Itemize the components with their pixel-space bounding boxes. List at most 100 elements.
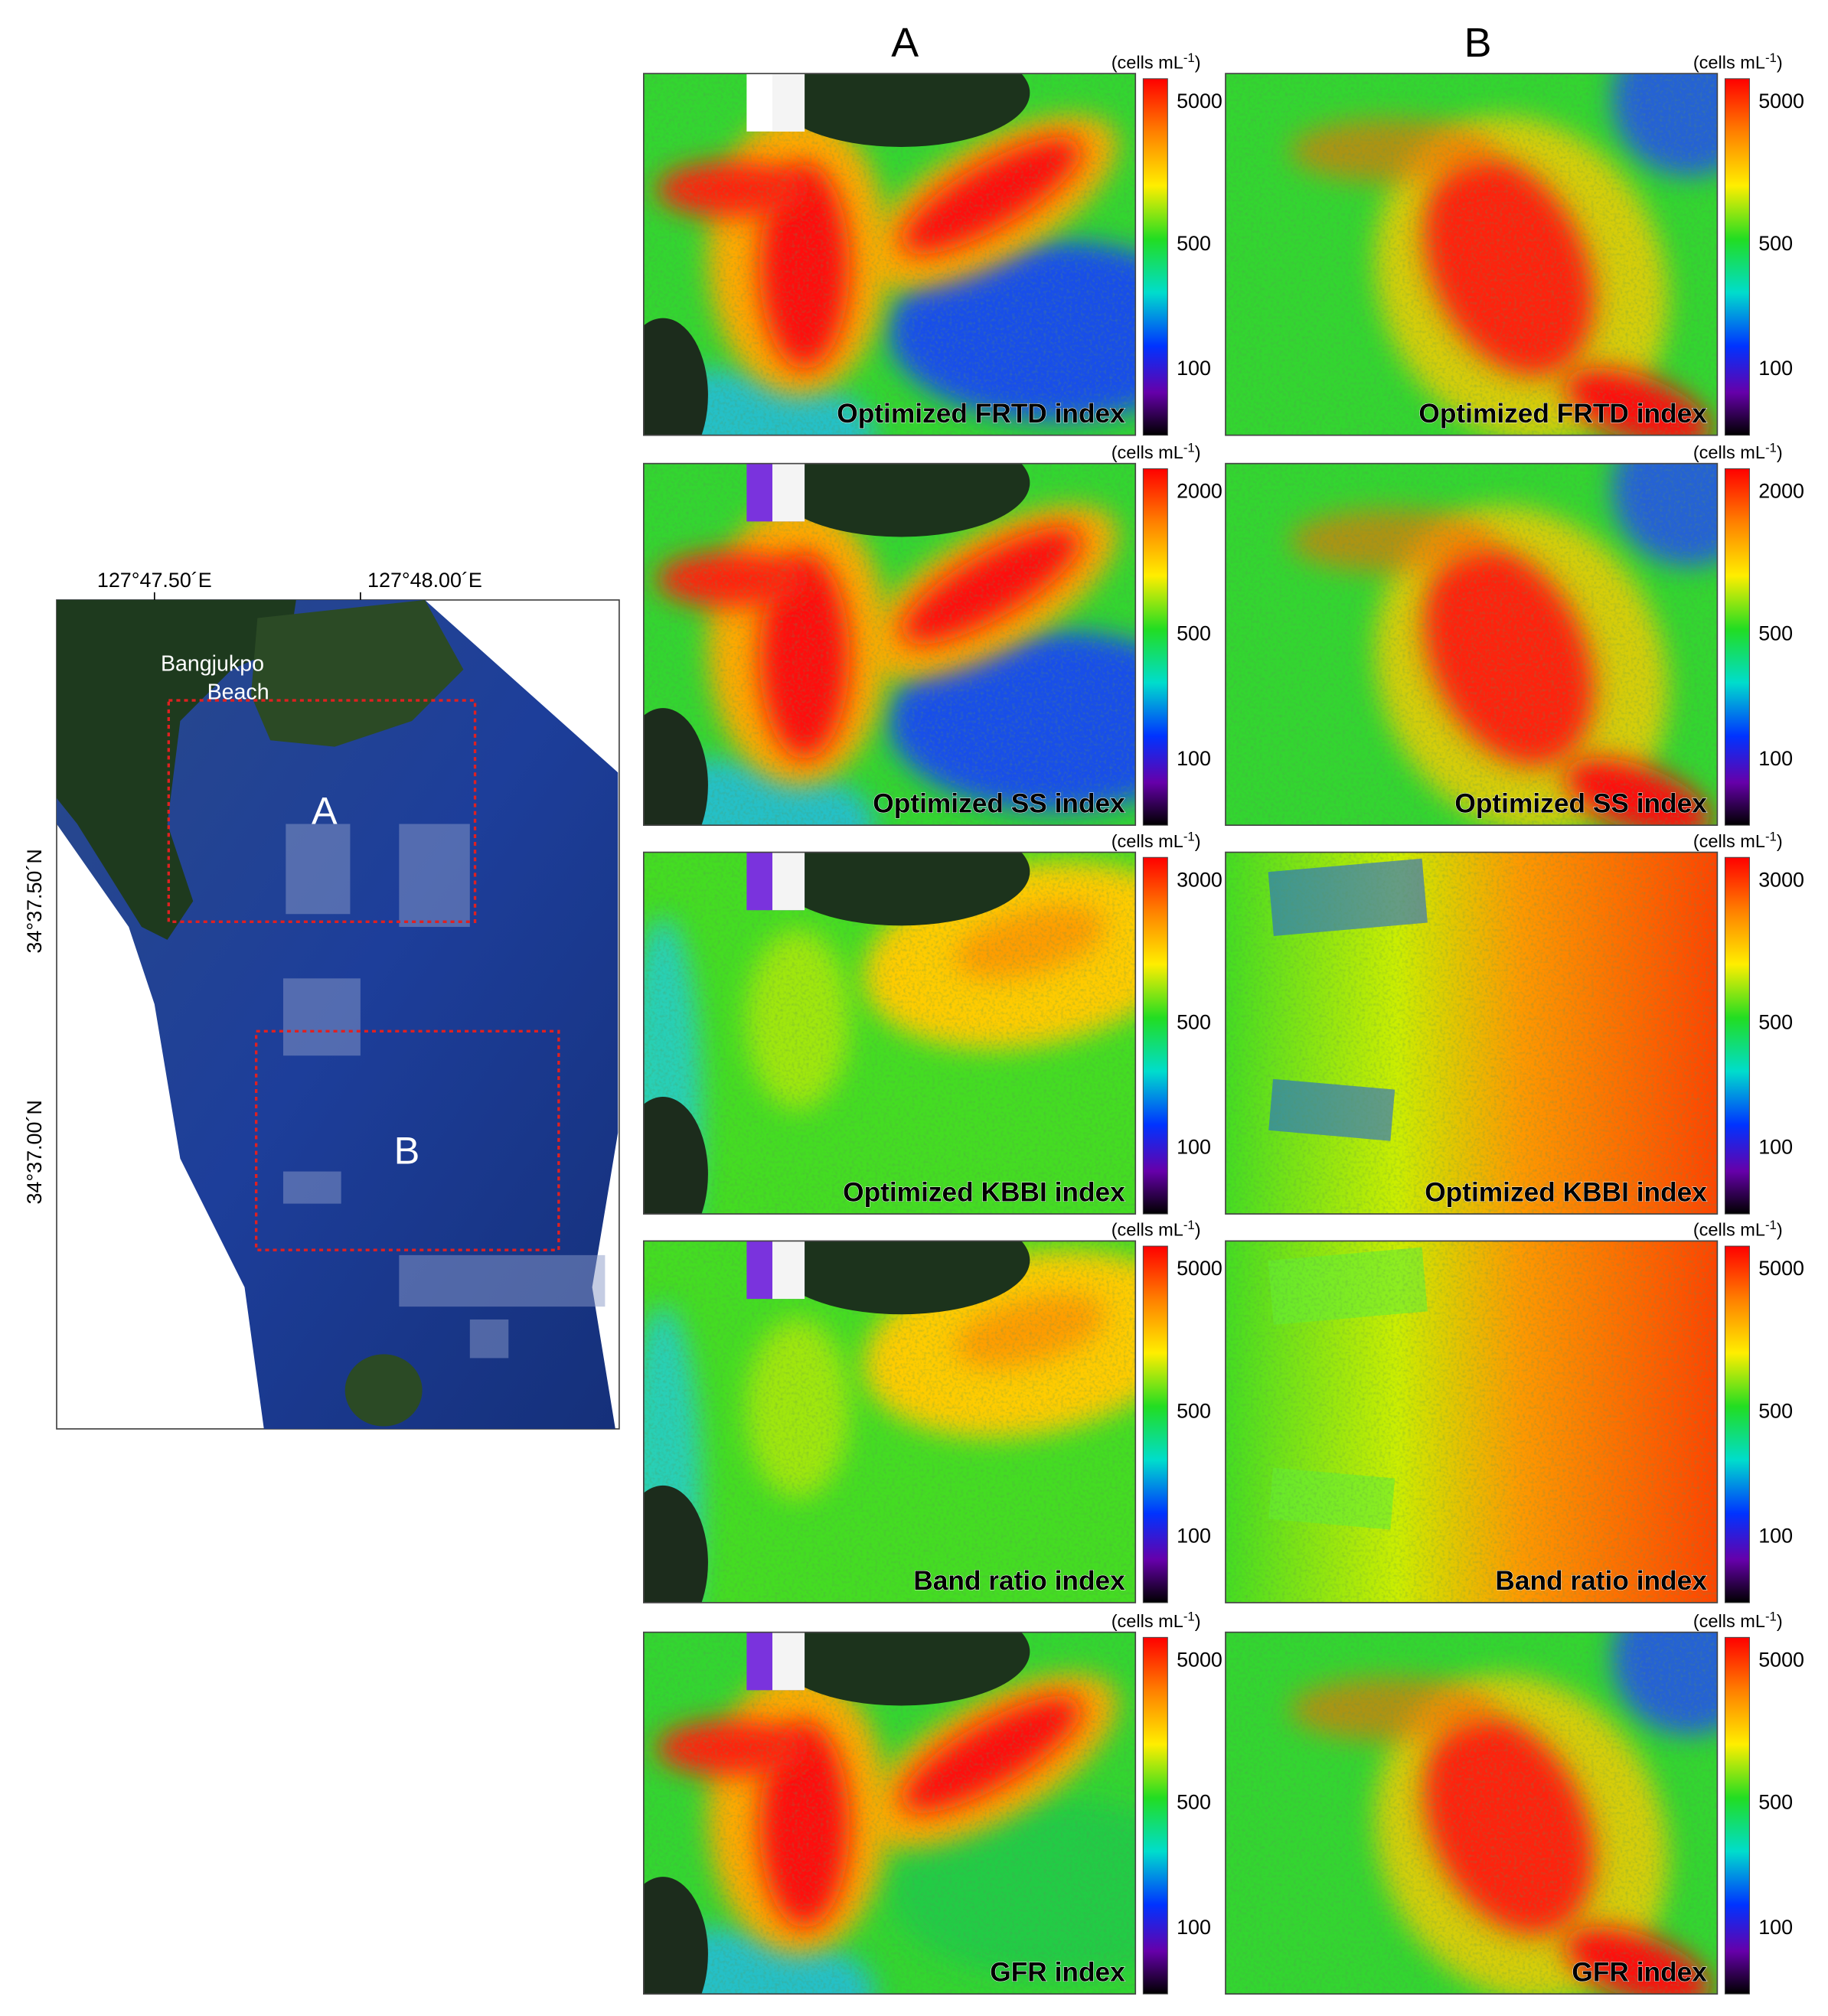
colorbar-tick-label: 5000 [1758,1257,1804,1280]
land [643,708,708,826]
colorbar-tick-label: 2000 [1758,479,1804,502]
index-map [1225,852,1718,1215]
land [250,599,464,747]
panel-frame [1225,73,1719,436]
lat-label: 34°37.50´N [23,849,46,953]
colorbar-unit: (cells mL-1) [1693,1609,1783,1630]
unit-text: ) [1777,52,1783,72]
column-header: B [1464,20,1492,66]
unit-text: ) [1777,442,1783,462]
unit-exponent: -1 [1183,51,1195,65]
colorbar-tick-label: 100 [1758,1136,1793,1159]
colorbar [1142,78,1168,436]
index-label: Optimized FRTD index [1418,399,1707,429]
land [772,1241,1030,1315]
colorbar-tick-label: 500 [1177,1011,1211,1034]
unit-text: ) [1777,831,1783,851]
panel-frame [1225,1631,1719,1995]
unit-text: ) [1777,1220,1783,1240]
colorbar-tick-label: 5000 [1758,1648,1804,1671]
panel-frame [643,1631,1137,1995]
index-map [643,73,1136,435]
colorbar-tick-label: 3000 [1177,868,1222,891]
colorbar-tick-label: 5000 [1177,1257,1222,1280]
index-label: Optimized KBBI index [1425,1177,1707,1207]
unit-exponent: -1 [1183,1609,1195,1623]
index-map [1225,1241,1718,1603]
colorbar-tick-label: 5000 [1758,90,1804,113]
unit-text: (cells mL [1111,1220,1183,1240]
index-label: Optimized KBBI index [843,1177,1125,1207]
panel-frame [643,462,1137,827]
colorbar-tick-label: 500 [1758,1791,1793,1814]
land [643,1877,708,1995]
unit-text: ) [1195,52,1201,72]
unit-text: ) [1195,442,1201,462]
box-label: A [312,789,338,833]
texture [1225,1241,1718,1603]
index-map [1225,1632,1718,1995]
land [772,463,1030,537]
unit-text: (cells mL [1693,1611,1765,1631]
box-b [254,1029,560,1251]
panel-frame [643,1240,1137,1603]
colorbar-unit: (cells mL-1) [1111,1609,1201,1630]
colorbar-tick-label: 100 [1177,1136,1211,1159]
unit-exponent: -1 [1183,441,1195,455]
box-label: B [394,1128,420,1172]
colorbar-tick-label: 3000 [1758,868,1804,891]
colorbar-tick-label: 500 [1758,232,1793,255]
unit-exponent: -1 [1765,441,1777,455]
colorbar-tick-label: 100 [1177,747,1211,770]
index-map [643,852,1136,1215]
unit-text: (cells mL [1693,442,1765,462]
texture [1225,1632,1718,1995]
colorbar-tick-label: 500 [1177,232,1211,255]
colorbar-tick-label: 500 [1177,1791,1211,1814]
colorbar [1142,856,1168,1215]
island [344,1354,423,1427]
colorbar-tick-label: 500 [1177,1399,1211,1422]
texture [1225,852,1718,1215]
index-map [643,1632,1136,1995]
colorbar [1142,468,1168,826]
colorbar-unit: (cells mL-1) [1693,441,1783,462]
unit-exponent: -1 [1183,1218,1195,1232]
colorbar-tick-label: 500 [1758,1399,1793,1422]
colorbar [1142,1636,1168,1995]
index-map [1225,73,1718,435]
unit-text: (cells mL [1111,52,1183,72]
land [772,1632,1030,1706]
lat-label: 34°37.00´N [23,1100,46,1204]
colorbar-tick-label: 500 [1758,1011,1793,1034]
place-label: Bangjukpo [161,651,264,676]
panel-frame [643,73,1137,436]
colorbar-tick-label: 500 [1758,622,1793,645]
colorbar-unit: (cells mL-1) [1693,829,1783,850]
unit-exponent: -1 [1765,829,1777,843]
unit-text: (cells mL [1111,1611,1183,1631]
colorbar-tick-label: 100 [1758,1525,1793,1548]
colorbar [1724,78,1750,436]
land [643,318,708,435]
colorbar-tick-label: 5000 [1177,1648,1222,1671]
colorbar-unit: (cells mL-1) [1111,441,1201,462]
unit-text: (cells mL [1693,1220,1765,1240]
colorbar-tick-label: 5000 [1177,90,1222,113]
unit-text: (cells mL [1111,831,1183,851]
colorbar-tick-label: 100 [1758,357,1793,380]
lon-label: 127°48.00´E [367,569,482,592]
colorbar-tick-label: 100 [1177,1525,1211,1548]
land [643,1485,708,1603]
unit-text: ) [1195,831,1201,851]
column-header: A [891,20,919,66]
land [643,1097,708,1215]
colorbar-tick-label: 100 [1177,1916,1211,1939]
colorbar-unit: (cells mL-1) [1111,829,1201,850]
unit-text: (cells mL [1111,442,1183,462]
unit-exponent: -1 [1183,829,1195,843]
index-map [643,1241,1136,1603]
aquaculture [282,824,606,1359]
beach [772,73,805,132]
